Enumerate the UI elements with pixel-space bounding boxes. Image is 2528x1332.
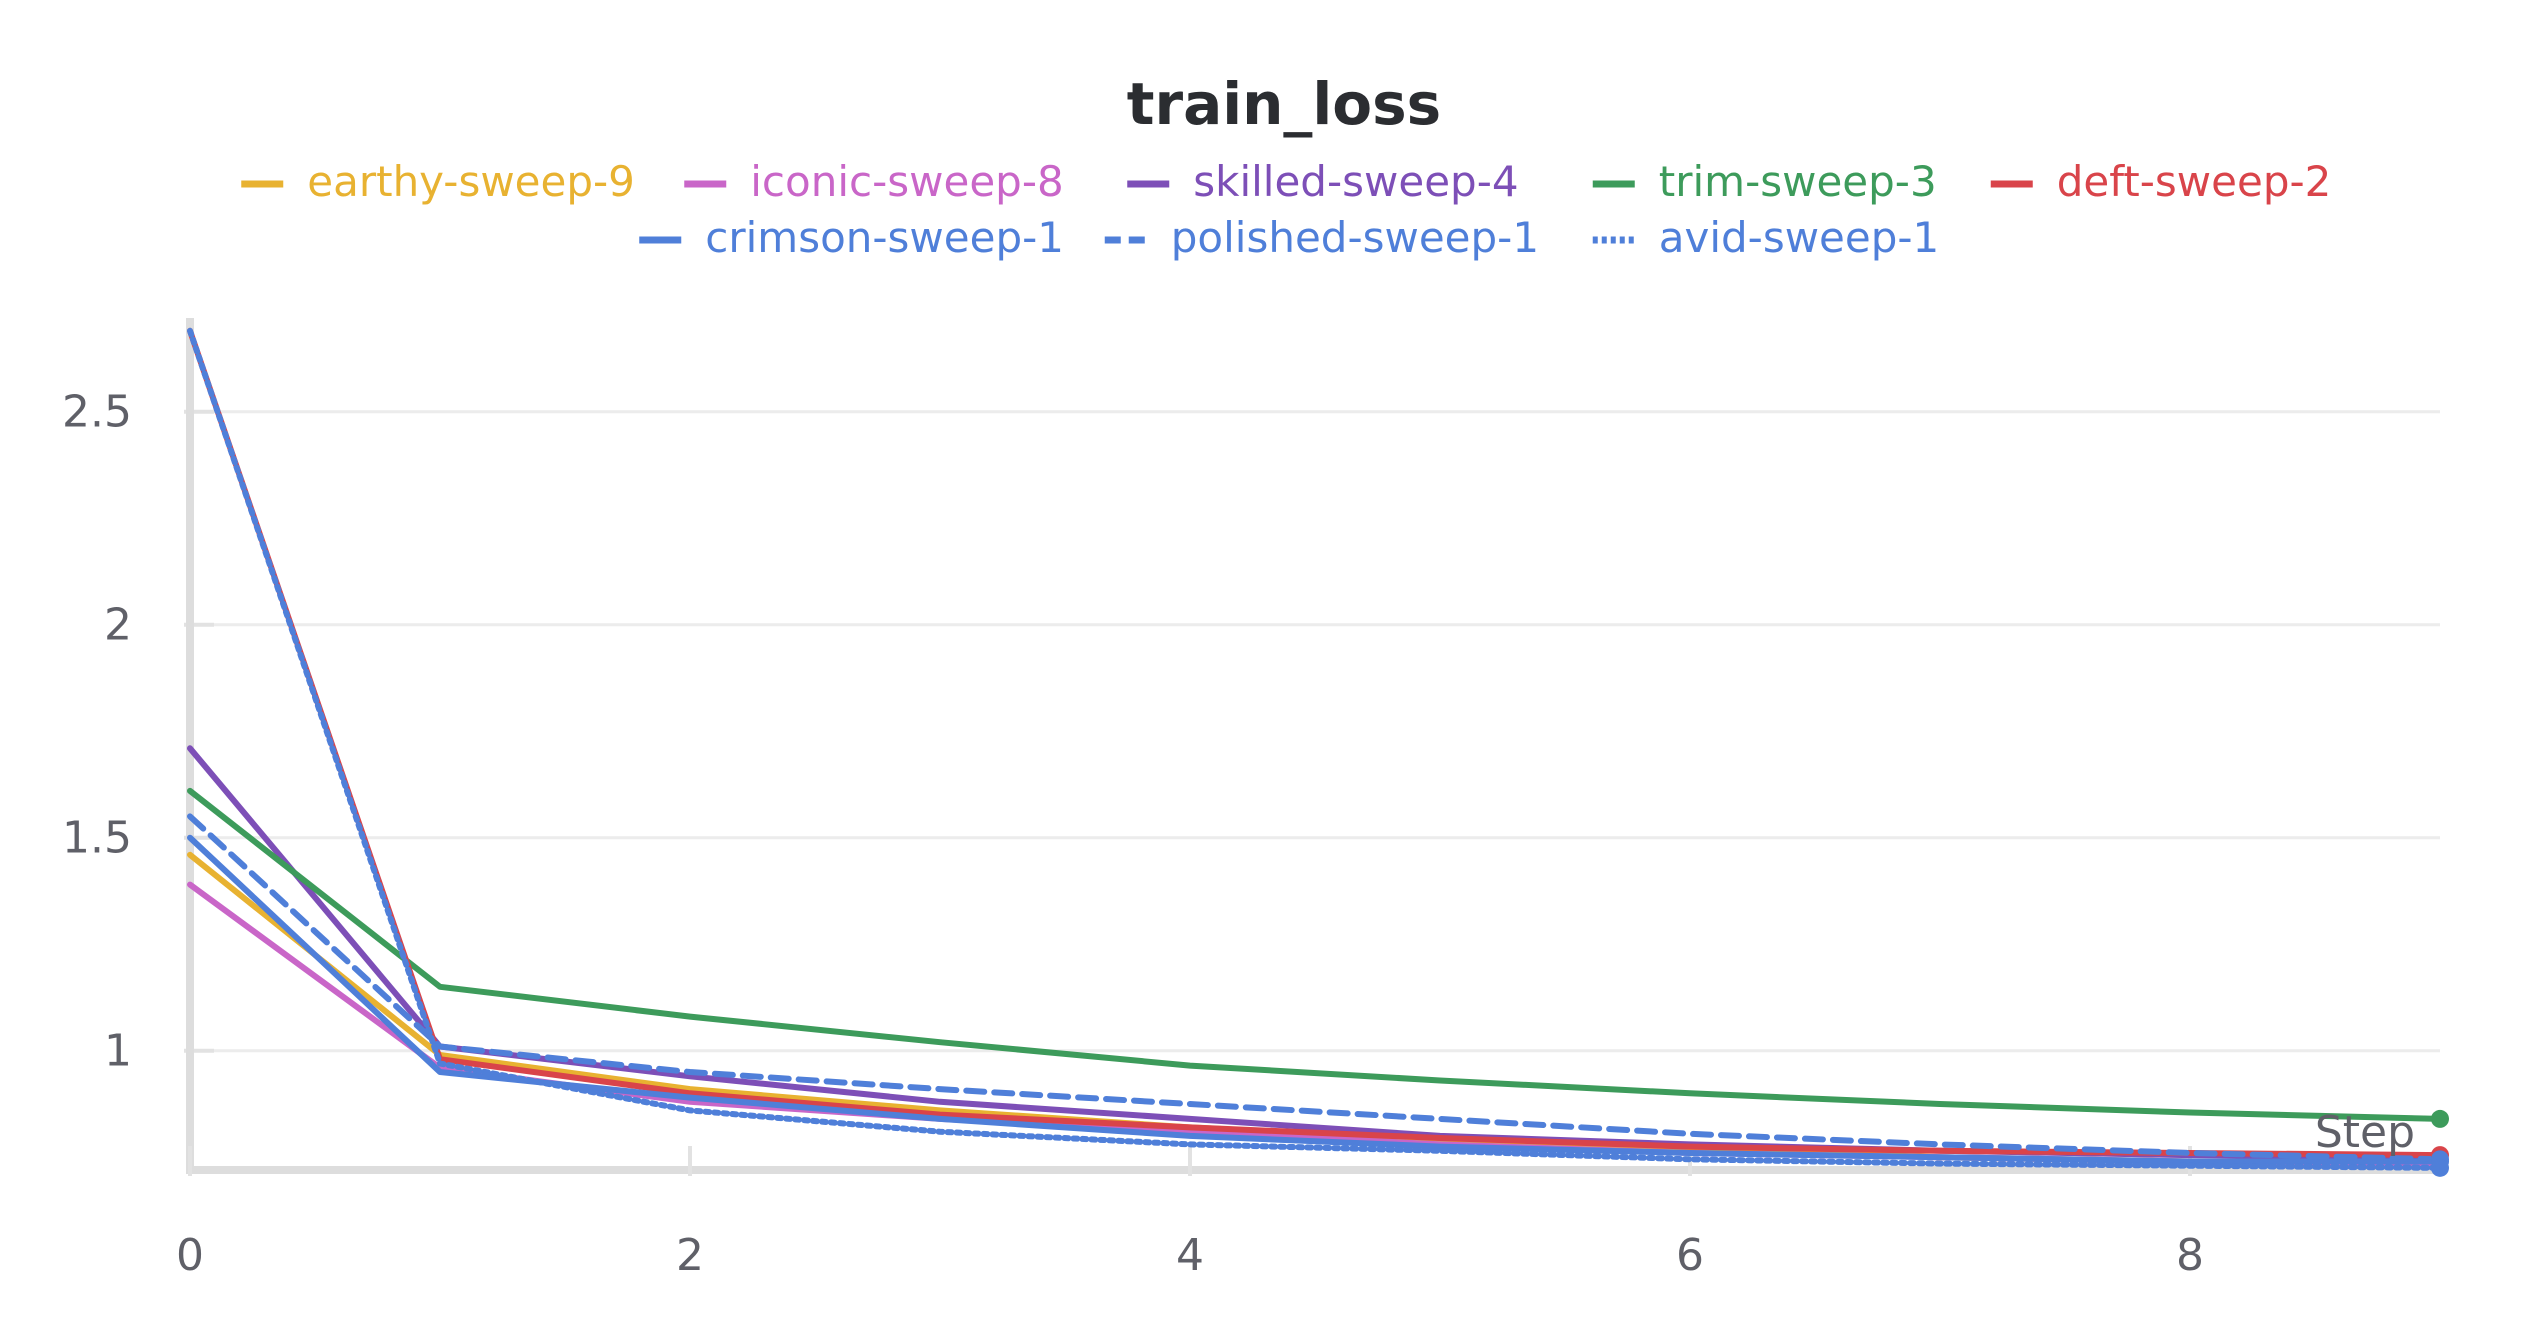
- y-tick-label: 1.5: [62, 813, 132, 864]
- legend-label-iconic-sweep-8: iconic-sweep-8: [750, 157, 1063, 206]
- series-line-earthy-sweep-9: [187, 851, 2443, 1167]
- end-point-avid-sweep-1: [2431, 1158, 2449, 1177]
- x-tick-label: 8: [2176, 1230, 2204, 1281]
- legend-label-trim-sweep-3: trim-sweep-3: [1659, 157, 1937, 206]
- y-tick-label: 2: [104, 600, 132, 651]
- y-tick-label: 2.5: [62, 387, 132, 438]
- legend-label-polished-sweep-1: polished-sweep-1: [1171, 213, 1539, 262]
- axes: 1 1.5 2 2.5 0 2 4 6 8: [62, 318, 2440, 1281]
- series-line-avid-sweep-1: [187, 327, 2443, 1171]
- legend: earthy-sweep-9 iconic-sweep-8 skilled-swee…: [241, 157, 2331, 262]
- end-point-trim-sweep-3: [2431, 1109, 2449, 1128]
- x-tick-label: 2: [676, 1230, 704, 1281]
- legend-label-deft-sweep-2: deft-sweep-2: [2057, 157, 2332, 206]
- legend-label-earthy-sweep-9: earthy-sweep-9: [307, 157, 635, 206]
- series-line-iconic-sweep-8: [187, 881, 2443, 1167]
- legend-label-crimson-sweep-1: crimson-sweep-1: [705, 213, 1064, 262]
- series-line-skilled-sweep-4: [187, 745, 2443, 1161]
- series-line-polished-sweep-1: [187, 813, 2443, 1163]
- x-tick-label: 0: [176, 1230, 204, 1281]
- x-tick-label: 4: [1176, 1230, 1204, 1281]
- series-line-trim-sweep-3: [187, 787, 2443, 1122]
- x-axis-label: Step: [2315, 1107, 2415, 1158]
- legend-label-skilled-sweep-4: skilled-sweep-4: [1193, 157, 1518, 206]
- gridlines: [190, 410, 2440, 1053]
- x-tick-label: 6: [1676, 1230, 1704, 1281]
- end-markers: [2431, 1109, 2449, 1177]
- series-line-deft-sweep-2: [187, 327, 2443, 1159]
- legend-label-avid-sweep-1: avid-sweep-1: [1659, 213, 1940, 262]
- chart-title: train_loss: [1127, 70, 1441, 138]
- y-tick-label: 1: [104, 1026, 132, 1077]
- series-layer: [187, 327, 2443, 1171]
